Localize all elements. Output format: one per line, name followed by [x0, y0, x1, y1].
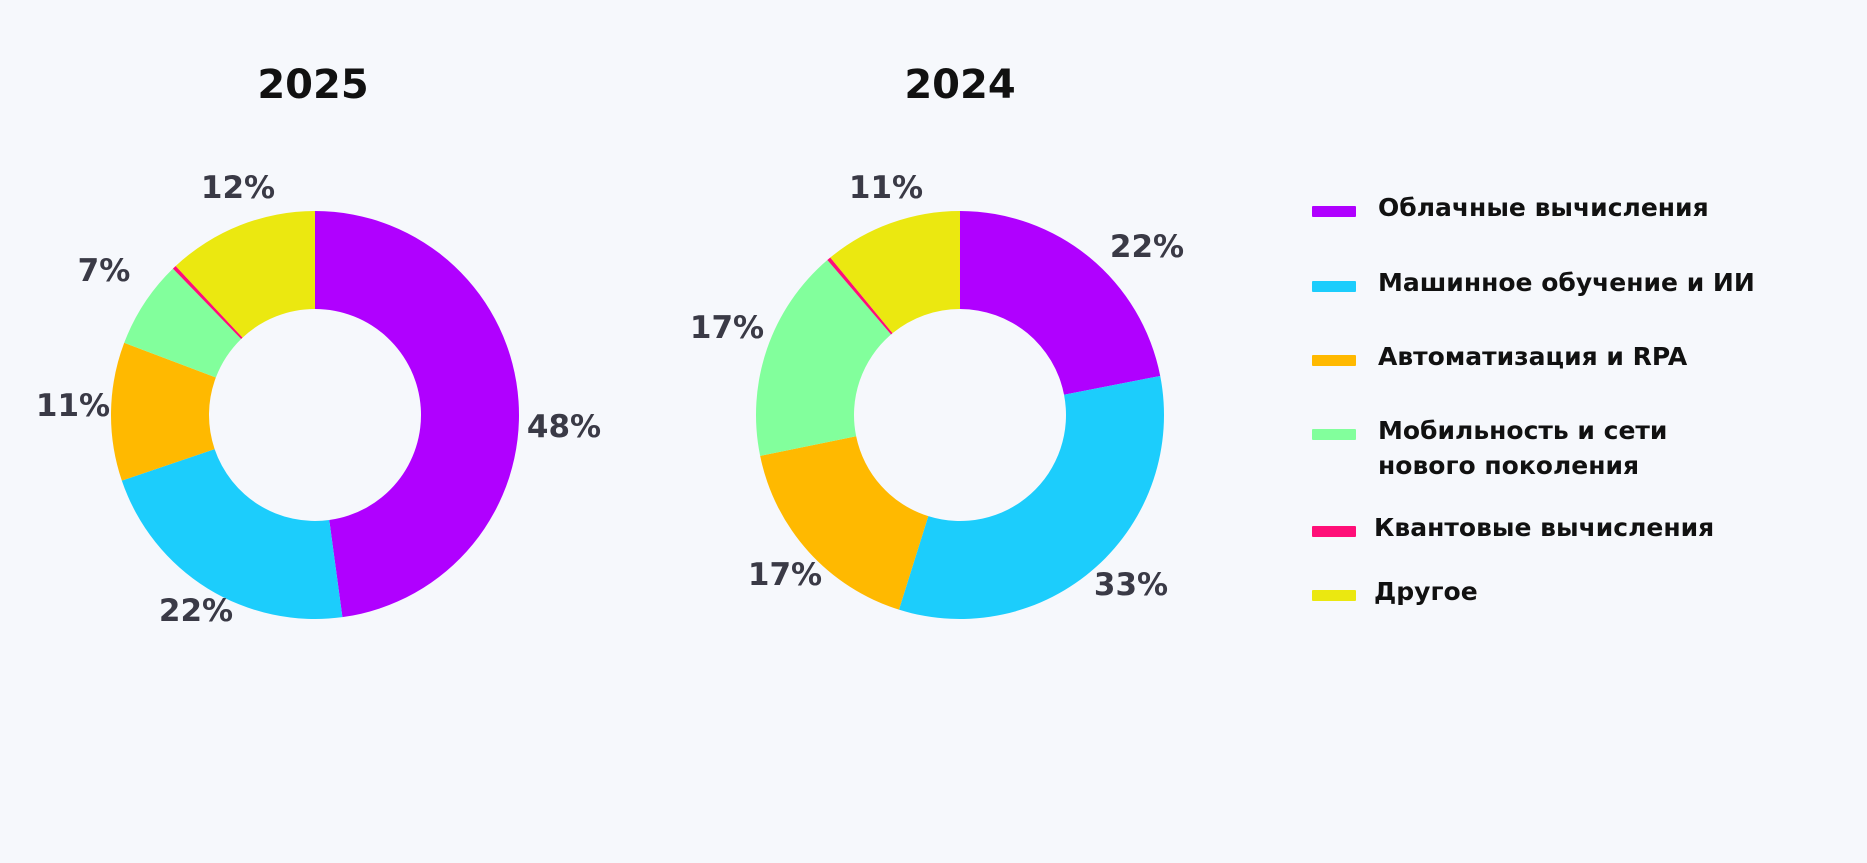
donut-slice-2025-cloud [315, 211, 520, 618]
donut-slice-2024-cloud [960, 211, 1161, 395]
donut-chart-2024 [756, 211, 1164, 619]
donut-slice-2025-ml-ai [121, 449, 343, 619]
donut-slice-2024-mobility [756, 260, 892, 456]
legend-swatch [1312, 526, 1356, 537]
percent-label-2024-other: 11% [848, 170, 924, 206]
legend-swatch [1312, 281, 1356, 292]
percent-label-2024-cloud: 22% [1109, 229, 1185, 265]
percent-label-2024-ml-ai: 33% [1093, 567, 1169, 603]
legend-label: Мобильность и сети нового поколения [1378, 416, 1668, 480]
donut-slice-2024-other [830, 211, 960, 334]
legend-label: Автоматизация и RPA [1378, 342, 1688, 371]
legend-label: Квантовые вычисления [1374, 513, 1715, 542]
donut-slice-2025-automation [110, 342, 216, 481]
legend-swatch [1312, 355, 1356, 366]
percent-label-2025-ml-ai: 22% [158, 593, 234, 629]
percent-label-2025-cloud: 48% [526, 409, 602, 445]
legend-swatch [1312, 206, 1356, 217]
legend-label: Облачные вычисления [1378, 193, 1709, 222]
percent-label-2025-other: 12% [200, 170, 276, 206]
percent-label-2025-mobility: 7% [77, 253, 131, 289]
percent-label-2024-automation: 17% [747, 557, 823, 593]
percent-label-2025-automation: 11% [35, 388, 111, 424]
percent-label-2024-mobility: 17% [689, 310, 765, 346]
donut-slice-2024-ml-ai [898, 375, 1164, 619]
legend-label: Машинное обучение и ИИ [1378, 268, 1755, 297]
donut-slice-2024-quantum [827, 257, 893, 335]
donut-slice-2025-other [175, 211, 315, 338]
donut-chart-2025 [110, 211, 520, 619]
donut-slice-2025-quantum [172, 265, 243, 339]
donut-slice-2025-mobility [124, 268, 242, 378]
legend-label: Другое [1374, 577, 1478, 606]
legend-swatch [1312, 429, 1356, 440]
chart-title-2025: 2025 [257, 62, 369, 108]
legend-swatch [1312, 590, 1356, 601]
donut-slice-2024-automation [760, 436, 929, 610]
chart-title-2024: 2024 [904, 62, 1016, 108]
